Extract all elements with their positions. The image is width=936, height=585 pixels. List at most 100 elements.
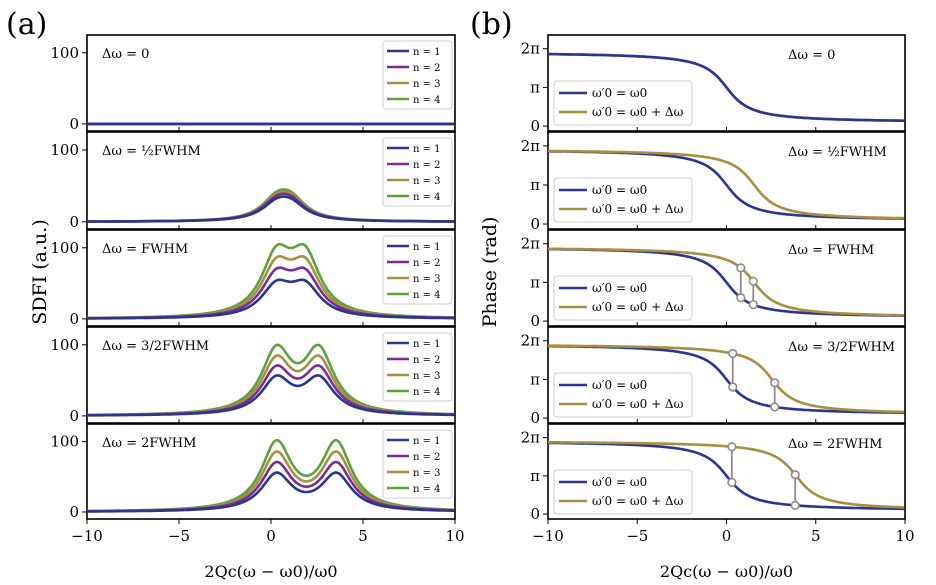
right-ytick-label: π xyxy=(530,273,540,291)
left-legend-label-n4: n = 4 xyxy=(413,290,441,301)
left-legend-label-n2: n = 2 xyxy=(413,258,441,269)
right-ytick-label: 0 xyxy=(530,312,540,330)
right-ytick-label: 2π xyxy=(521,429,541,447)
right-legend-label-2: ω′0 = ω0 + Δω xyxy=(592,300,684,314)
phase-marker-lower-1 xyxy=(727,477,737,487)
right-legend-label-1: ω′0 = ω0 xyxy=(592,378,647,392)
left-ytick-label: 100 xyxy=(50,336,79,354)
left-ytick-label: 100 xyxy=(50,141,79,159)
right-legend-box-row-4 xyxy=(553,372,693,418)
right-legend-label-1: ω′0 = ω0 xyxy=(592,86,647,100)
left-legend-label-n1: n = 1 xyxy=(413,436,441,447)
right-ytick-label: 0 xyxy=(530,215,540,233)
left-legend-label-n3: n = 3 xyxy=(413,274,441,285)
phase-shifted-line-row-4 xyxy=(548,344,905,414)
left-legend-box-row-1 xyxy=(382,40,453,110)
panel-label-a: (a) xyxy=(6,7,47,42)
right-legend-label-2: ω′0 = ω0 + Δω xyxy=(592,105,684,119)
left-legend-label-n4: n = 4 xyxy=(413,95,441,106)
sdfi-line-n1-row-4 xyxy=(87,374,455,417)
left-legend-label-n1: n = 1 xyxy=(413,242,441,253)
left-ytick-label: 100 xyxy=(50,44,79,62)
left-legend-label-n3: n = 3 xyxy=(413,468,441,479)
right-ytick-label: π xyxy=(530,78,540,96)
left-ytick-label: 0 xyxy=(69,407,79,425)
right-legend-box-row-1 xyxy=(553,80,693,126)
left-legend-label-n1: n = 1 xyxy=(413,339,441,350)
sdfi-line-n1-row-2 xyxy=(87,195,455,223)
right-legend-label-2: ω′0 = ω0 + Δω xyxy=(592,202,684,216)
right-x-axis-label: 2Qc(ω − ω0)/ω0 xyxy=(660,562,793,581)
phase-shifted-line-row-5 xyxy=(548,441,905,509)
left-x-axis-label: 2Qc(ω − ω0)/ω0 xyxy=(204,562,337,581)
right-legend-label-2: ω′0 = ω0 + Δω xyxy=(592,494,684,508)
left-row-annotation-2: Δω = ½FWHM xyxy=(102,144,201,159)
left-legend-box-row-5 xyxy=(382,429,453,499)
left-legend-box-row-3 xyxy=(382,235,453,305)
right-ytick-label: 0 xyxy=(530,117,540,135)
phase-shifted-line-row-3 xyxy=(548,247,905,317)
right-legend-label-1: ω′0 = ω0 xyxy=(592,281,647,295)
right-xtick-label: −10 xyxy=(532,527,564,545)
right-legend-box-row-5 xyxy=(553,469,693,515)
right-row-annotation-5: Δω = 2FWHM xyxy=(788,437,882,452)
left-row-annotation-5: Δω = 2FWHM xyxy=(102,436,196,451)
left-xtick-label: 5 xyxy=(358,527,368,545)
left-legend-box-row-4 xyxy=(382,332,453,402)
right-ytick-label: 0 xyxy=(530,409,540,427)
left-xtick-label: −5 xyxy=(168,527,190,545)
sdfi-line-n1-row-5 xyxy=(87,471,455,513)
right-ytick-label: π xyxy=(530,176,540,194)
phase-marker-upper-1 xyxy=(727,442,737,452)
left-legend-label-n1: n = 1 xyxy=(413,47,441,58)
left-ytick-label: 0 xyxy=(69,503,79,521)
right-row-annotation-2: Δω = ½FWHM xyxy=(788,145,887,160)
phase-marker-lower-2 xyxy=(790,500,800,510)
left-legend-label-n2: n = 2 xyxy=(413,452,441,463)
left-legend-label-n4: n = 4 xyxy=(413,484,441,495)
phase-marker-lower-1 xyxy=(728,382,738,392)
left-ytick-label: 100 xyxy=(50,433,79,451)
left-legend-label-n2: n = 2 xyxy=(413,355,441,366)
left-legend-label-n4: n = 4 xyxy=(413,387,441,398)
phase-marker-lower-1 xyxy=(736,293,746,303)
left-row-annotation-1: Δω = 0 xyxy=(102,47,149,62)
right-legend-box-row-2 xyxy=(553,177,693,223)
phase-marker-upper-2 xyxy=(748,276,758,286)
left-legend-label-n3: n = 3 xyxy=(413,371,441,382)
left-ytick-label: 0 xyxy=(69,115,79,133)
left-ytick-label: 0 xyxy=(69,213,79,231)
right-row-annotation-3: Δω = FWHM xyxy=(788,243,874,258)
left-legend-label-n3: n = 3 xyxy=(413,79,441,90)
left-ytick-label: 0 xyxy=(69,310,79,328)
phase-marker-upper-1 xyxy=(736,263,746,273)
phase-marker-lower-2 xyxy=(770,402,780,412)
right-ytick-label: 2π xyxy=(521,332,541,350)
right-legend-label-2: ω′0 = ω0 + Δω xyxy=(592,397,684,411)
left-legend-box-row-2 xyxy=(382,137,453,207)
phase-shifted-line-row-2 xyxy=(548,149,905,220)
right-legend-label-1: ω′0 = ω0 xyxy=(592,183,647,197)
left-y-axis-label: SDFI (a.u.) xyxy=(29,219,51,324)
phase-base-line-row-1 xyxy=(548,52,905,122)
left-legend-label-n2: n = 2 xyxy=(413,63,441,74)
sdfi-line-n1-row-3 xyxy=(87,278,455,320)
right-ytick-label: 2π xyxy=(521,235,541,253)
right-ytick-label: π xyxy=(530,467,540,485)
left-legend-label-n4: n = 4 xyxy=(413,192,441,203)
phase-marker-lower-2 xyxy=(748,300,758,310)
left-xtick-label: 10 xyxy=(445,527,464,545)
left-xtick-label: −10 xyxy=(71,527,103,545)
left-legend-label-n3: n = 3 xyxy=(413,176,441,187)
panel-label-b: (b) xyxy=(470,7,513,42)
right-ytick-label: 2π xyxy=(521,40,541,58)
right-xtick-label: −5 xyxy=(626,527,648,545)
right-ytick-label: π xyxy=(530,370,540,388)
left-row-annotation-3: Δω = FWHM xyxy=(102,242,188,257)
right-ytick-label: 2π xyxy=(521,137,541,155)
right-xtick-label: 5 xyxy=(811,527,821,545)
right-xtick-label: 10 xyxy=(895,527,914,545)
right-legend-box-row-3 xyxy=(553,275,693,321)
phase-marker-upper-2 xyxy=(790,470,800,480)
